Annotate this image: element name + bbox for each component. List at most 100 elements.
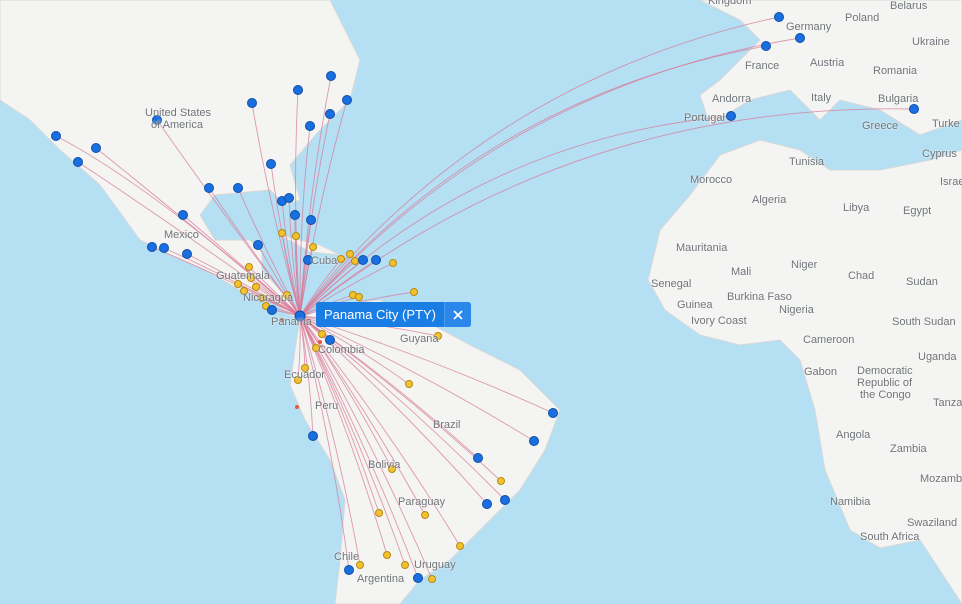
destination-marker[interactable] bbox=[266, 159, 276, 169]
destination-marker[interactable] bbox=[358, 255, 368, 265]
destination-marker[interactable] bbox=[482, 499, 492, 509]
partner-destination-marker[interactable] bbox=[405, 380, 413, 388]
partner-destination-marker[interactable] bbox=[434, 332, 442, 340]
partner-destination-marker[interactable] bbox=[252, 283, 260, 291]
partner-destination-marker[interactable] bbox=[456, 542, 464, 550]
country-label: Burkina Faso bbox=[727, 291, 792, 303]
country-label: Chile bbox=[334, 551, 360, 563]
partner-destination-marker[interactable] bbox=[294, 376, 302, 384]
destination-marker[interactable] bbox=[51, 131, 61, 141]
destination-marker[interactable] bbox=[303, 255, 313, 265]
destination-marker[interactable] bbox=[73, 157, 83, 167]
country-label: South Africa bbox=[860, 531, 920, 543]
partner-destination-marker[interactable] bbox=[318, 330, 326, 338]
destination-marker[interactable] bbox=[325, 335, 335, 345]
country-label: Mauritania bbox=[676, 242, 728, 254]
country-label: Libya bbox=[843, 202, 870, 214]
country-label: Nigeria bbox=[779, 304, 814, 316]
country-label: Paraguay bbox=[398, 496, 446, 508]
country-label: Cameroon bbox=[803, 334, 855, 346]
country-label: Uganda bbox=[918, 351, 957, 363]
partner-destination-marker[interactable] bbox=[312, 344, 320, 352]
destination-marker[interactable] bbox=[233, 183, 243, 193]
partner-destination-marker[interactable] bbox=[258, 294, 266, 302]
destination-marker[interactable] bbox=[344, 565, 354, 575]
north-america bbox=[0, 0, 361, 319]
partner-destination-marker[interactable] bbox=[351, 257, 359, 265]
destination-marker[interactable] bbox=[761, 41, 771, 51]
destination-marker[interactable] bbox=[473, 453, 483, 463]
destination-marker[interactable] bbox=[306, 215, 316, 225]
destination-marker[interactable] bbox=[371, 255, 381, 265]
destination-marker[interactable] bbox=[795, 33, 805, 43]
minor-airport-marker[interactable] bbox=[280, 318, 284, 322]
destination-marker[interactable] bbox=[305, 121, 315, 131]
country-label: of America bbox=[151, 119, 203, 131]
destination-marker[interactable] bbox=[159, 243, 169, 253]
partner-destination-marker[interactable] bbox=[428, 575, 436, 583]
destination-marker[interactable] bbox=[500, 495, 510, 505]
destination-marker[interactable] bbox=[774, 12, 784, 22]
partner-destination-marker[interactable] bbox=[309, 243, 317, 251]
partner-destination-marker[interactable] bbox=[497, 477, 505, 485]
partner-destination-marker[interactable] bbox=[421, 511, 429, 519]
destination-marker[interactable] bbox=[91, 143, 101, 153]
destination-marker[interactable] bbox=[548, 408, 558, 418]
partner-destination-marker[interactable] bbox=[388, 465, 396, 473]
country-label: Kingdom bbox=[708, 0, 752, 7]
partner-destination-marker[interactable] bbox=[356, 561, 364, 569]
destination-marker[interactable] bbox=[182, 249, 192, 259]
destination-marker[interactable] bbox=[342, 95, 352, 105]
partner-destination-marker[interactable] bbox=[234, 280, 242, 288]
minor-airport-marker[interactable] bbox=[318, 340, 322, 344]
country-label: Morocco bbox=[690, 174, 733, 186]
destination-marker[interactable] bbox=[247, 98, 257, 108]
destination-marker[interactable] bbox=[253, 240, 263, 250]
country-label: Algeria bbox=[752, 194, 787, 206]
country-label: Turke bbox=[932, 118, 960, 130]
partner-destination-marker[interactable] bbox=[346, 250, 354, 258]
partner-destination-marker[interactable] bbox=[247, 274, 255, 282]
destination-marker[interactable] bbox=[204, 183, 214, 193]
minor-airport-marker[interactable] bbox=[295, 405, 299, 409]
destination-marker[interactable] bbox=[326, 71, 336, 81]
partner-destination-marker[interactable] bbox=[389, 259, 397, 267]
country-label: South Sudan bbox=[892, 316, 956, 328]
destination-marker[interactable] bbox=[529, 436, 539, 446]
partner-destination-marker[interactable] bbox=[240, 287, 248, 295]
partner-destination-marker[interactable] bbox=[283, 291, 291, 299]
partner-destination-marker[interactable] bbox=[301, 364, 309, 372]
destination-marker[interactable] bbox=[308, 431, 318, 441]
partner-destination-marker[interactable] bbox=[337, 255, 345, 263]
partner-destination-marker[interactable] bbox=[278, 229, 286, 237]
partner-destination-marker[interactable] bbox=[292, 232, 300, 240]
route-line bbox=[295, 235, 301, 317]
country-label: Bulgaria bbox=[878, 93, 919, 105]
partner-destination-marker[interactable] bbox=[383, 551, 391, 559]
route-line bbox=[299, 259, 364, 317]
destination-marker[interactable] bbox=[726, 111, 736, 121]
destination-marker[interactable] bbox=[267, 305, 277, 315]
destination-marker[interactable] bbox=[152, 115, 162, 125]
partner-destination-marker[interactable] bbox=[410, 288, 418, 296]
partner-destination-marker[interactable] bbox=[245, 263, 253, 271]
destination-marker[interactable] bbox=[413, 573, 423, 583]
route-line bbox=[299, 125, 311, 317]
destination-marker[interactable] bbox=[147, 242, 157, 252]
country-label: Andorra bbox=[712, 93, 752, 105]
country-label: Panama bbox=[271, 316, 312, 328]
destination-marker[interactable] bbox=[325, 109, 335, 119]
destination-marker[interactable] bbox=[909, 104, 919, 114]
hub-marker-pty[interactable] bbox=[294, 310, 306, 322]
close-icon[interactable] bbox=[443, 302, 471, 327]
partner-destination-marker[interactable] bbox=[375, 509, 383, 517]
route-line bbox=[297, 315, 301, 381]
partner-destination-marker[interactable] bbox=[355, 293, 363, 301]
country-label: Senegal bbox=[651, 278, 692, 290]
destination-marker[interactable] bbox=[293, 85, 303, 95]
destination-marker[interactable] bbox=[284, 193, 294, 203]
destination-marker[interactable] bbox=[290, 210, 300, 220]
destination-marker[interactable] bbox=[178, 210, 188, 220]
partner-destination-marker[interactable] bbox=[401, 561, 409, 569]
